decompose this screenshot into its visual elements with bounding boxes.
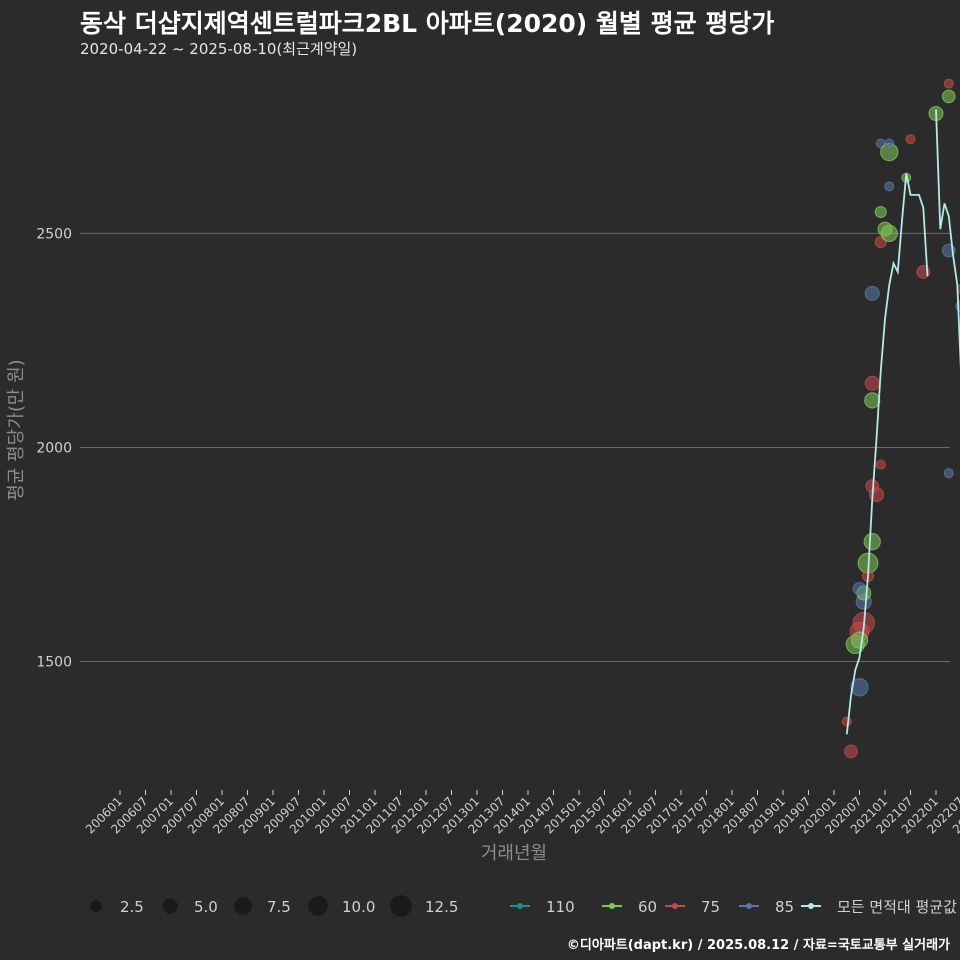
series-legend-label: 60 — [638, 898, 657, 916]
size-legend-marker — [90, 900, 102, 912]
chart-title: 동삭 더샵지제역센트럴파크2BL 아파트(2020) 월별 평균 평당가 — [80, 9, 775, 38]
y-axis-title: 평균 평당가(만 원) — [6, 359, 27, 500]
data-point-85 — [884, 138, 895, 149]
series-legend-dot — [808, 903, 814, 909]
average-line — [845, 109, 960, 735]
legend: 2.5 5.0 7.5 10.0 12.5 110 60 75 85 모든 면적대 평균값 — [90, 895, 957, 917]
data-source-caption: ©디아파트(dapt.kr) / 2025.08.12 / 자료=국토교통부 실… — [566, 938, 950, 953]
data-point-75 — [864, 375, 880, 391]
series-legend-dot — [609, 903, 615, 909]
data-point-75 — [841, 716, 852, 727]
data-point-60 — [874, 205, 887, 219]
data-point-85 — [864, 285, 880, 301]
data-point-75 — [844, 744, 858, 759]
x-axis-title: 거래년월 — [481, 843, 547, 864]
series-legend-dot — [517, 903, 523, 909]
y-tick-label: 2500 — [36, 226, 72, 242]
data-point-60 — [941, 89, 956, 104]
y-axis: 1500 2000 2500 — [36, 226, 72, 670]
size-legend-label: 12.5 — [425, 898, 458, 916]
size-legend-label: 2.5 — [120, 898, 144, 916]
average-line-segment — [845, 173, 929, 735]
series-legend-label: 75 — [701, 898, 720, 916]
chart-subtitle: 2020-04-22 ~ 2025-08-10(최근계약일) — [80, 40, 358, 58]
size-legend-marker — [390, 895, 412, 917]
size-legend-marker — [162, 898, 178, 914]
size-legend-marker — [308, 896, 328, 916]
size-legend-marker — [234, 897, 252, 915]
data-point-75 — [875, 459, 886, 470]
data-point-60 — [850, 631, 869, 649]
x-axis: 2006012006072007012007072008012008072009… — [83, 790, 960, 837]
data-point-60 — [864, 392, 881, 409]
size-legend-label: 10.0 — [342, 898, 375, 916]
data-point-85 — [884, 181, 895, 192]
y-tick-label: 2000 — [36, 440, 72, 456]
series-legend-label: 모든 면적대 평균값 — [837, 898, 957, 916]
series-legend-label: 85 — [775, 898, 794, 916]
grid-lines — [80, 232, 950, 663]
size-legend-label: 5.0 — [194, 898, 218, 916]
data-point-60 — [880, 224, 898, 243]
size-legend-label: 7.5 — [267, 898, 291, 916]
y-tick-label: 1500 — [36, 655, 72, 671]
series-legend-label: 110 — [546, 898, 575, 916]
data-point-75 — [943, 78, 954, 89]
data-point-60 — [863, 533, 881, 551]
average-line-segment — [935, 109, 960, 370]
data-point-75 — [905, 134, 916, 145]
data-point-85 — [852, 581, 867, 596]
series-legend-dot — [746, 903, 752, 909]
data-point-85 — [850, 678, 869, 697]
data-point-85 — [943, 468, 954, 479]
series-legend-dot — [672, 903, 678, 909]
